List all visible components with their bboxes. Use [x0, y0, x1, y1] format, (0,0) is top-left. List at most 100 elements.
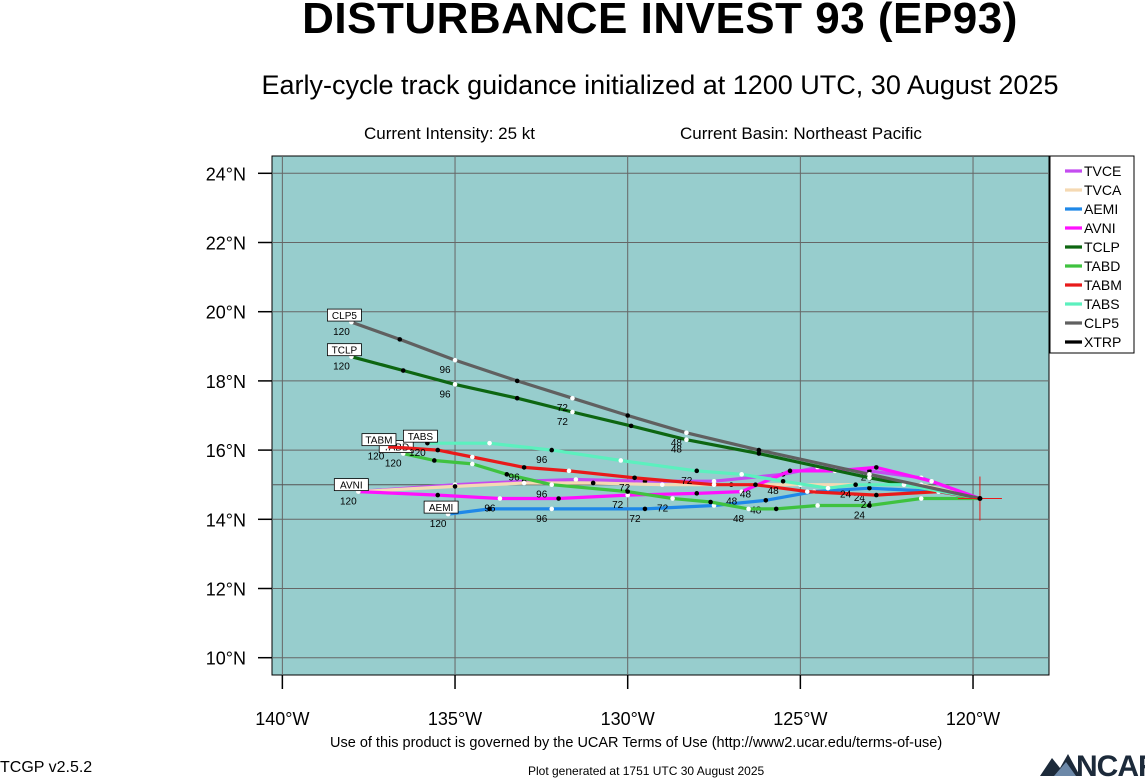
- track-point: [874, 465, 879, 470]
- track-tabd: [402, 452, 980, 511]
- track-point: [739, 472, 744, 477]
- current-basin: Current Basin: Northeast Pacific: [680, 124, 922, 143]
- track-point: [867, 503, 872, 508]
- forecast-hour-label: 24: [840, 490, 852, 501]
- lat-tick-label: 16°N: [206, 441, 246, 461]
- legend-label: TABS: [1084, 296, 1120, 312]
- initial-position-marker: [977, 496, 983, 502]
- forecast-hour-label: 48: [733, 514, 745, 525]
- lon-tick-label: 135°W: [428, 709, 482, 729]
- track-point: [684, 437, 689, 443]
- track-point: [773, 506, 779, 512]
- track-point: [400, 451, 406, 456]
- model-label-text: TABD: [383, 443, 409, 454]
- track-point: [356, 489, 361, 494]
- forecast-hour-label: 48: [671, 445, 683, 456]
- track-point: [628, 423, 634, 429]
- track-tabm: [385, 445, 981, 501]
- track-point: [504, 472, 510, 477]
- track-avni: [358, 465, 981, 501]
- model-label-box: TABD: [378, 440, 414, 454]
- forecast-hour-label: 48: [750, 505, 762, 516]
- track-point: [356, 489, 361, 494]
- forecast-hour-label: 120: [340, 497, 357, 508]
- model-label-text: TABS: [408, 432, 434, 443]
- track-point: [787, 468, 793, 474]
- track-point: [521, 478, 527, 484]
- forecast-hour-label: 96: [536, 490, 548, 501]
- model-label-box: TABS: [402, 429, 438, 443]
- forecast-hour-label: 24: [861, 500, 873, 511]
- forecast-hour-label: 48: [768, 486, 780, 497]
- model-label-box: AVNI: [333, 478, 369, 492]
- track-point: [487, 440, 492, 446]
- track-point: [867, 468, 872, 474]
- legend-label: AVNI: [1084, 220, 1116, 236]
- track-point: [452, 484, 458, 489]
- track-point: [573, 477, 579, 482]
- forecast-hour-label: 72: [557, 403, 569, 414]
- track-point: [570, 395, 575, 401]
- track-point: [711, 503, 717, 508]
- page-title: DISTURBANCE INVEST 93 (EP93): [302, 0, 1018, 43]
- track-point: [684, 430, 689, 436]
- lon-tick-label: 140°W: [255, 709, 309, 729]
- track-tvce: [358, 465, 981, 501]
- track-point: [901, 482, 907, 488]
- model-label-box: AEMI: [423, 500, 459, 514]
- model-label-bg: [378, 440, 414, 453]
- track-point: [556, 496, 561, 501]
- forecast-hour-label: 96: [536, 514, 548, 525]
- model-label-text: AEMI: [429, 503, 453, 514]
- track-point: [739, 489, 744, 494]
- forecast-hour-label: 72: [657, 504, 669, 515]
- track-point: [445, 511, 451, 517]
- page-subtitle: Early-cycle track guidance initialized a…: [261, 70, 1059, 100]
- legend-label: TABD: [1084, 258, 1120, 274]
- track-point: [815, 465, 820, 470]
- track-point: [383, 444, 389, 449]
- lon-tick-label: 120°W: [946, 709, 1000, 729]
- track-aemi: [447, 486, 981, 516]
- legend-label: CLP5: [1084, 315, 1119, 331]
- track-point: [753, 482, 758, 488]
- legend-label: TVCA: [1084, 182, 1122, 198]
- forecast-hour-label: 72: [557, 417, 569, 428]
- forecast-hour-label: 120: [385, 459, 402, 470]
- forecast-hour-label: 96: [484, 504, 496, 515]
- lat-tick-label: 14°N: [206, 510, 246, 530]
- track-point: [936, 489, 941, 494]
- track-point: [642, 478, 648, 484]
- forecast-hour-label: 120: [333, 362, 350, 373]
- forecast-hour-label: 120: [430, 519, 447, 530]
- model-label-text: CLP5: [332, 311, 357, 322]
- track-point: [521, 480, 527, 486]
- track-point: [435, 492, 441, 498]
- ncar-logo: NCAR: [1040, 748, 1145, 783]
- forecast-hour-label: 96: [439, 389, 451, 400]
- track-point: [867, 485, 872, 491]
- track-point: [694, 491, 700, 496]
- legend-label: TABM: [1084, 277, 1122, 293]
- track-tvca: [358, 481, 981, 501]
- model-label-text: AVNI: [340, 481, 363, 492]
- forecast-hour-label: 120: [333, 327, 350, 338]
- lon-tick-label: 125°W: [773, 709, 827, 729]
- forecast-hour-label: 24: [861, 472, 873, 483]
- forecast-hour-label: 24: [854, 493, 866, 504]
- track-point: [590, 480, 596, 486]
- legend-label: XTRP: [1084, 334, 1121, 350]
- track-tclp: [350, 355, 981, 501]
- track-point: [708, 499, 713, 505]
- track-point: [756, 447, 762, 453]
- model-label-bg: [423, 500, 459, 514]
- model-label-bg: [402, 429, 438, 443]
- track-point: [469, 454, 475, 460]
- track-point: [432, 458, 437, 463]
- legend-label: AEMI: [1084, 201, 1118, 217]
- track-point: [728, 482, 734, 488]
- track-point: [694, 468, 700, 474]
- track-point: [798, 482, 803, 488]
- track-point: [625, 489, 630, 494]
- track-point: [514, 378, 520, 384]
